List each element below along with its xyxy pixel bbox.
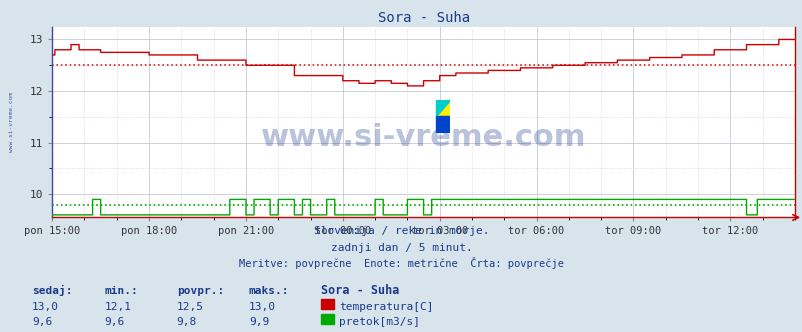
Text: 13,0: 13,0 <box>249 302 276 312</box>
Text: www.si-vreme.com: www.si-vreme.com <box>9 92 14 152</box>
Text: 12,1: 12,1 <box>104 302 132 312</box>
Text: min.:: min.: <box>104 286 138 296</box>
Text: 9,6: 9,6 <box>104 317 124 327</box>
Polygon shape <box>435 100 449 116</box>
Text: www.si-vreme.com: www.si-vreme.com <box>261 123 585 152</box>
Text: temperatura[C]: temperatura[C] <box>338 302 433 312</box>
Text: sedaj:: sedaj: <box>32 285 72 296</box>
Text: povpr.:: povpr.: <box>176 286 224 296</box>
Text: 12,5: 12,5 <box>176 302 204 312</box>
Text: 9,9: 9,9 <box>249 317 269 327</box>
Text: 9,6: 9,6 <box>32 317 52 327</box>
Polygon shape <box>435 100 449 116</box>
Text: Slovenija / reke in morje.: Slovenija / reke in morje. <box>314 226 488 236</box>
Text: pretok[m3/s]: pretok[m3/s] <box>338 317 419 327</box>
Text: Meritve: povprečne  Enote: metrične  Črta: povprečje: Meritve: povprečne Enote: metrične Črta:… <box>239 257 563 269</box>
Text: maks.:: maks.: <box>249 286 289 296</box>
Polygon shape <box>435 116 449 133</box>
Text: zadnji dan / 5 minut.: zadnji dan / 5 minut. <box>330 243 472 253</box>
Title: Sora - Suha: Sora - Suha <box>377 11 469 25</box>
Text: 13,0: 13,0 <box>32 302 59 312</box>
Text: 9,8: 9,8 <box>176 317 196 327</box>
Text: Sora - Suha: Sora - Suha <box>321 284 399 297</box>
